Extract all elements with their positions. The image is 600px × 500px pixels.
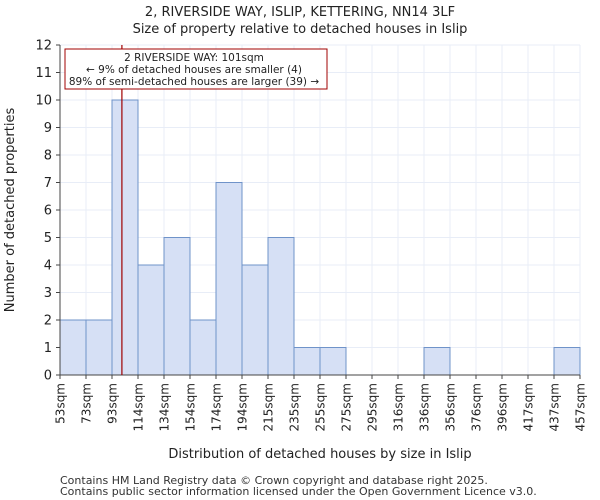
x-tick-label-194sqm: 194sqm <box>236 383 250 431</box>
x-tick-label-457sqm: 457sqm <box>574 383 588 431</box>
x-tick-label-336sqm: 336sqm <box>418 383 432 431</box>
bar-73sqm <box>85 319 113 376</box>
x-tick-label-376sqm: 376sqm <box>470 383 484 431</box>
x-tick-label-356sqm: 356sqm <box>444 383 458 431</box>
x-tick-label-53sqm: 53sqm <box>54 383 68 424</box>
x-tick-label-316sqm: 316sqm <box>392 383 406 431</box>
y-tick-label-9: 9 <box>44 121 52 136</box>
y-tick-label-5: 5 <box>44 231 52 246</box>
bar-154sqm <box>189 319 217 376</box>
bar-235sqm <box>293 347 321 376</box>
annotation-line-2: ← 9% of detached houses are smaller (4) <box>86 64 302 76</box>
chart-title: 2, RIVERSIDE WAY, ISLIP, KETTERING, NN14… <box>144 5 456 20</box>
bar-174sqm <box>215 182 243 376</box>
annotation-line-3: 89% of semi-detached houses are larger (… <box>69 76 320 88</box>
bar-114sqm <box>137 264 165 376</box>
bar-437sqm <box>553 347 581 376</box>
y-tick-label-11: 11 <box>35 66 52 81</box>
bar-336sqm <box>423 347 451 376</box>
y-tick-label-1: 1 <box>44 341 52 356</box>
x-tick-label-154sqm: 154sqm <box>184 383 198 431</box>
x-tick-label-235sqm: 235sqm <box>288 383 302 431</box>
y-tick-label-4: 4 <box>44 259 52 274</box>
y-tick-label-6: 6 <box>44 204 52 219</box>
x-tick-label-437sqm: 437sqm <box>548 383 562 431</box>
x-tick-label-93sqm: 93sqm <box>106 383 120 424</box>
x-axis-label: Distribution of detached houses by size … <box>168 447 471 462</box>
bar-134sqm <box>163 237 191 376</box>
x-tick-label-114sqm: 114sqm <box>132 383 146 431</box>
y-tick-label-12: 12 <box>35 39 52 54</box>
y-tick-label-7: 7 <box>44 176 52 191</box>
y-tick-label-2: 2 <box>44 314 52 329</box>
x-tick-label-73sqm: 73sqm <box>80 383 94 424</box>
bar-215sqm <box>267 237 295 376</box>
bar-53sqm <box>59 319 87 376</box>
y-tick-label-3: 3 <box>44 286 52 301</box>
x-tick-label-396sqm: 396sqm <box>496 383 510 431</box>
annotation-line-1: 2 RIVERSIDE WAY: 101sqm <box>124 52 264 64</box>
x-tick-label-174sqm: 174sqm <box>210 383 224 431</box>
x-tick-label-417sqm: 417sqm <box>522 383 536 431</box>
bar-255sqm <box>319 347 347 376</box>
bar-194sqm <box>241 264 269 376</box>
bar-93sqm <box>111 99 139 376</box>
chart-subtitle: Size of property relative to detached ho… <box>132 22 468 37</box>
annotation-box <box>64 48 328 90</box>
x-tick-label-215sqm: 215sqm <box>262 383 276 431</box>
x-tick-label-295sqm: 295sqm <box>366 383 380 431</box>
x-tick-label-275sqm: 275sqm <box>340 383 354 431</box>
y-tick-label-0: 0 <box>44 369 52 384</box>
footer-licence: Contains public sector information licen… <box>60 485 537 498</box>
y-tick-label-8: 8 <box>44 149 52 164</box>
y-axis-label: Number of detached properties <box>3 108 18 313</box>
footer-copyright: Contains HM Land Registry data © Crown c… <box>60 474 488 487</box>
x-tick-label-134sqm: 134sqm <box>158 383 172 431</box>
x-tick-label-255sqm: 255sqm <box>314 383 328 431</box>
y-tick-label-10: 10 <box>35 94 52 109</box>
